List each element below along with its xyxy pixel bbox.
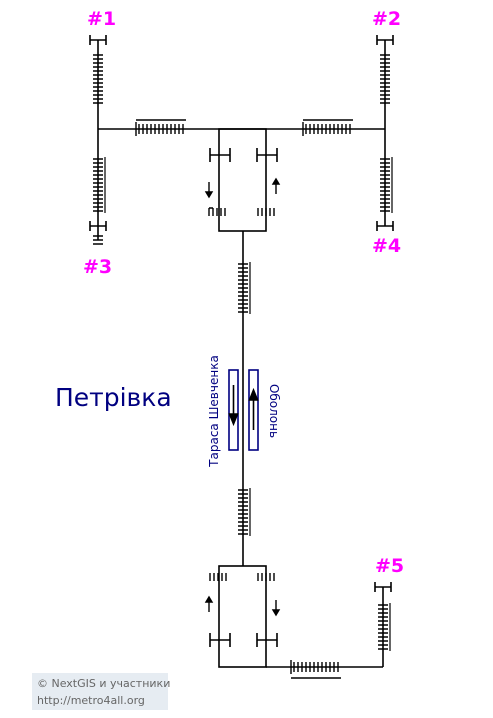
attribution-box: © NextGIS и участники http://metro4all.o…: [32, 673, 171, 710]
platform-right-direction: Оболонь: [267, 383, 281, 439]
turnstiles: [89, 35, 394, 647]
platform-left-direction: Тараса Шевченка: [207, 355, 221, 467]
platform-left: [228, 369, 239, 451]
passage-lines: [97, 40, 386, 668]
exit-5-label[interactable]: #5: [375, 555, 405, 577]
attribution-link[interactable]: http://metro4all.org: [37, 694, 145, 707]
stairs: [93, 54, 393, 679]
attribution-copyright: © NextGIS и участники: [37, 677, 171, 690]
exit-1-label[interactable]: #1: [87, 8, 117, 30]
exit-3-label[interactable]: #3: [83, 256, 113, 278]
exit-4-label[interactable]: #4: [372, 235, 402, 257]
platforms: [228, 369, 259, 451]
exit-2-label[interactable]: #2: [372, 8, 402, 30]
platform-right: [248, 369, 259, 451]
station-name: Петрівка: [55, 383, 172, 412]
vestibule-arrows: [204, 177, 281, 617]
